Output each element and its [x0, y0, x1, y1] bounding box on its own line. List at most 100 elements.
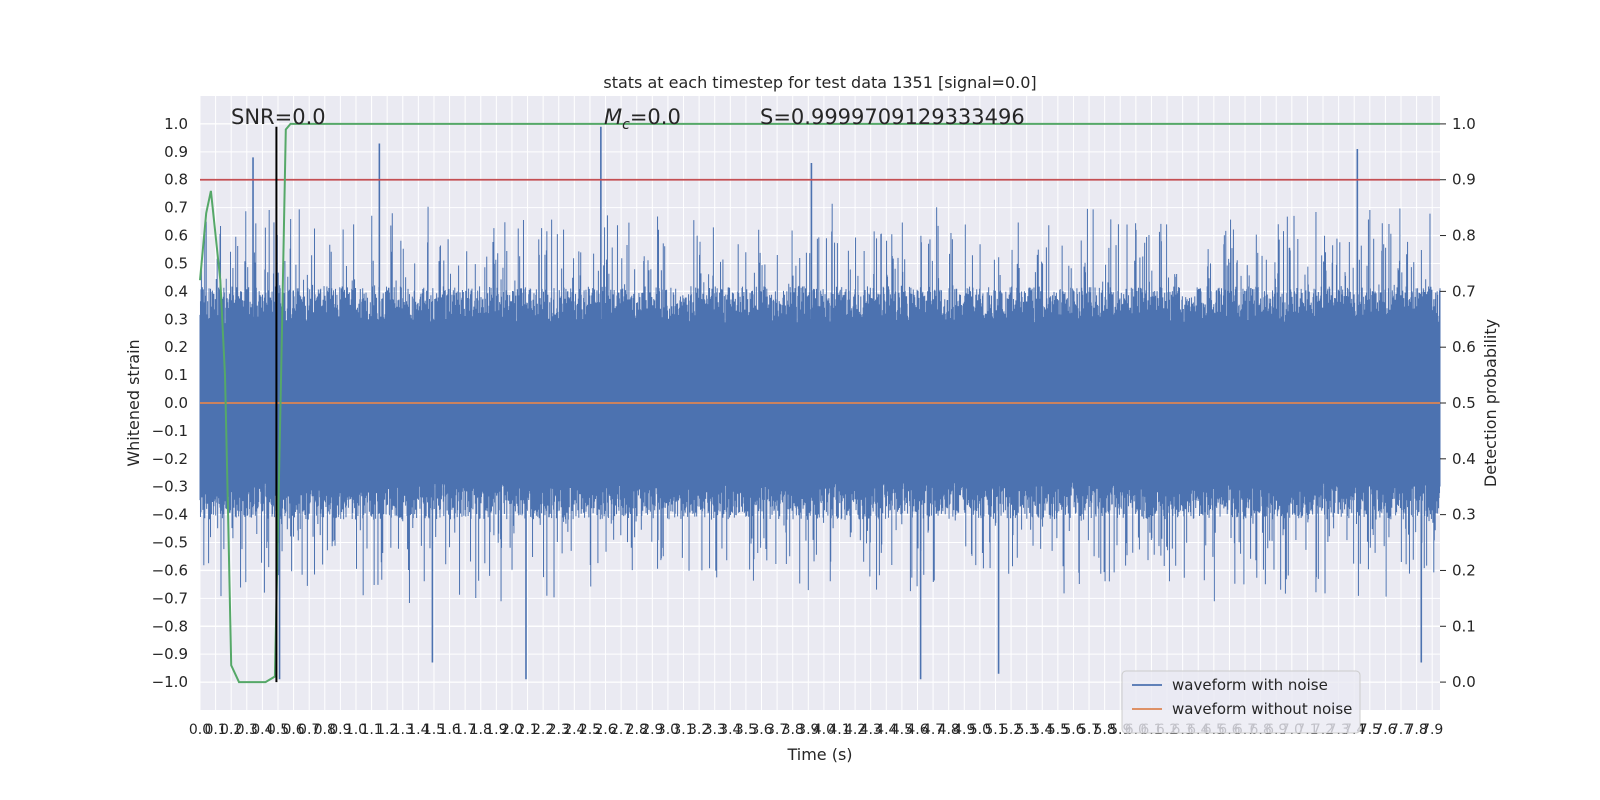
- x-tick-label: 4.9: [953, 722, 975, 738]
- y-tick-label: 0.4: [164, 282, 188, 300]
- x-tick-label: 4.4: [875, 722, 897, 738]
- y-tick-label: 0.0: [164, 394, 188, 412]
- y-tick-label: 1.0: [164, 115, 188, 133]
- y-tick-label: 0.5: [164, 254, 188, 272]
- x-tick-label: 4.6: [906, 722, 928, 738]
- x-tick-label: 5.8: [1094, 722, 1116, 738]
- x-tick-label: 7.8: [1405, 722, 1427, 738]
- y-axis-ticks: 1.0 0.9 0.8 0.7 0.6 0.5 0.4 0.3 0.2 0.1 0.0 −0.1 −0.…: [152, 115, 188, 691]
- y-tick-label: 0.2: [164, 338, 188, 356]
- legend-label-without-noise: waveform without noise: [1172, 700, 1352, 718]
- x-tick-label: 2.7: [610, 722, 632, 738]
- x-tick-label: 4.3: [860, 722, 882, 738]
- y-tick-label: 0.1: [164, 366, 188, 384]
- y-tick-label: −0.9: [152, 645, 188, 663]
- y2-tick-label: 0.6: [1452, 338, 1476, 356]
- legend-label-with-noise: waveform with noise: [1172, 676, 1328, 694]
- x-tick-label: 3.9: [797, 722, 819, 738]
- x-tick-label: 0.1: [204, 722, 226, 738]
- x-tick-label: 4.1: [828, 722, 850, 738]
- x-tick-label: 1.9: [485, 722, 507, 738]
- x-tick-label: 0.7: [298, 722, 320, 738]
- x-tick-label: 5.6: [1062, 722, 1084, 738]
- y2-axis-label: Detection probability: [1481, 319, 1500, 487]
- mc-subscript: c: [622, 117, 630, 133]
- x-tick-label: 2.0: [501, 722, 523, 738]
- y-tick-label: 0.9: [164, 143, 188, 161]
- y-tick-label: −0.2: [152, 450, 188, 468]
- x-tick-label: 7.6: [1374, 722, 1396, 738]
- snr-annotation: SNR=0.0: [231, 105, 326, 129]
- x-tick-label: 0.9: [329, 722, 351, 738]
- y-tick-label: −0.3: [152, 478, 188, 496]
- x-tick-label: 3.4: [719, 722, 741, 738]
- y2-tick-label: 0.0: [1452, 673, 1476, 691]
- x-tick-label: 5.2: [1000, 722, 1022, 738]
- x-tick-label: 3.6: [750, 722, 772, 738]
- x-tick-label: 0.2: [220, 722, 242, 738]
- y-tick-label: 0.6: [164, 227, 188, 245]
- x-tick-label: 4.7: [922, 722, 944, 738]
- y2-tick-label: 0.9: [1452, 171, 1476, 189]
- mc-value: =0.0: [630, 105, 681, 129]
- y-tick-label: 0.3: [164, 310, 188, 328]
- x-tick-label: 1.3: [392, 722, 414, 738]
- mc-annotation: Mc=0.0: [604, 105, 681, 133]
- x-tick-label: 0.4: [251, 722, 273, 738]
- y2-tick-label: 0.2: [1452, 561, 1476, 579]
- x-tick-label: 1.2: [376, 722, 398, 738]
- x-tick-label: 1.8: [470, 722, 492, 738]
- x-tick-label: 5.0: [969, 722, 991, 738]
- x-tick-label: 3.5: [735, 722, 757, 738]
- series-overlays: [199, 122, 1440, 684]
- y2-tick-label: 0.4: [1452, 450, 1476, 468]
- x-tick-label: 4.5: [891, 722, 913, 738]
- x-tick-label: 3.8: [782, 722, 804, 738]
- x-tick-label: 0.6: [282, 722, 304, 738]
- s-annotation: S=0.9999709129333496: [760, 105, 1025, 129]
- x-tick-label: 1.4: [407, 722, 429, 738]
- x-tick-label: 2.1: [516, 722, 538, 738]
- y-tick-label: −0.4: [152, 506, 188, 524]
- x-tick-label: 0.5: [267, 722, 289, 738]
- x-tick-label: 5.4: [1031, 722, 1053, 738]
- x-tick-label: 2.8: [626, 722, 648, 738]
- x-tick-label: 2.4: [563, 722, 585, 738]
- x-tick-label: 7.9: [1421, 722, 1443, 738]
- x-tick-label: 7.7: [1390, 722, 1412, 738]
- x-tick-label: 2.6: [594, 722, 616, 738]
- x-tick-label: 3.1: [672, 722, 694, 738]
- y2-axis-ticks: 1.0 0.9 0.8 0.7 0.6 0.5 0.4 0.3 0.2 0.1 0.0: [1440, 115, 1476, 691]
- x-tick-label: 3.2: [688, 722, 710, 738]
- chart-title: stats at each timestep for test data 135…: [603, 73, 1036, 92]
- mc-symbol: M: [604, 105, 622, 129]
- detection-probability-line: [199, 122, 1440, 684]
- y2-tick-label: 0.7: [1452, 282, 1476, 300]
- y-tick-label: −0.1: [152, 422, 188, 440]
- x-tick-label: 4.8: [938, 722, 960, 738]
- y2-tick-label: 1.0: [1452, 115, 1476, 133]
- x-tick-label: 0.8: [314, 722, 336, 738]
- x-tick-label: 0.3: [236, 722, 258, 738]
- x-tick-label: 2.2: [532, 722, 554, 738]
- y-tick-label: −0.8: [152, 617, 188, 635]
- x-tick-label: 5.7: [1078, 722, 1100, 738]
- y-tick-label: 0.8: [164, 171, 188, 189]
- x-tick-label: 0.0: [189, 722, 211, 738]
- x-tick-label: 4.0: [813, 722, 835, 738]
- legend-box: [1121, 670, 1361, 734]
- x-tick-label: 1.5: [423, 722, 445, 738]
- y2-tick-label: 0.3: [1452, 506, 1476, 524]
- y2-tick-label: 0.5: [1452, 394, 1476, 412]
- x-tick-label: 3.0: [657, 722, 679, 738]
- x-tick-label: 1.6: [438, 722, 460, 738]
- x-tick-label: 1.1: [360, 722, 382, 738]
- x-tick-label: 3.7: [766, 722, 788, 738]
- x-tick-label: 2.9: [641, 722, 663, 738]
- x-tick-label: 1.0: [345, 722, 367, 738]
- y2-tick-label: 0.1: [1452, 617, 1476, 635]
- x-tick-label: 3.3: [704, 722, 726, 738]
- y-tick-label: −0.6: [152, 561, 188, 579]
- series-waveform-with-noise: [199, 126, 1441, 680]
